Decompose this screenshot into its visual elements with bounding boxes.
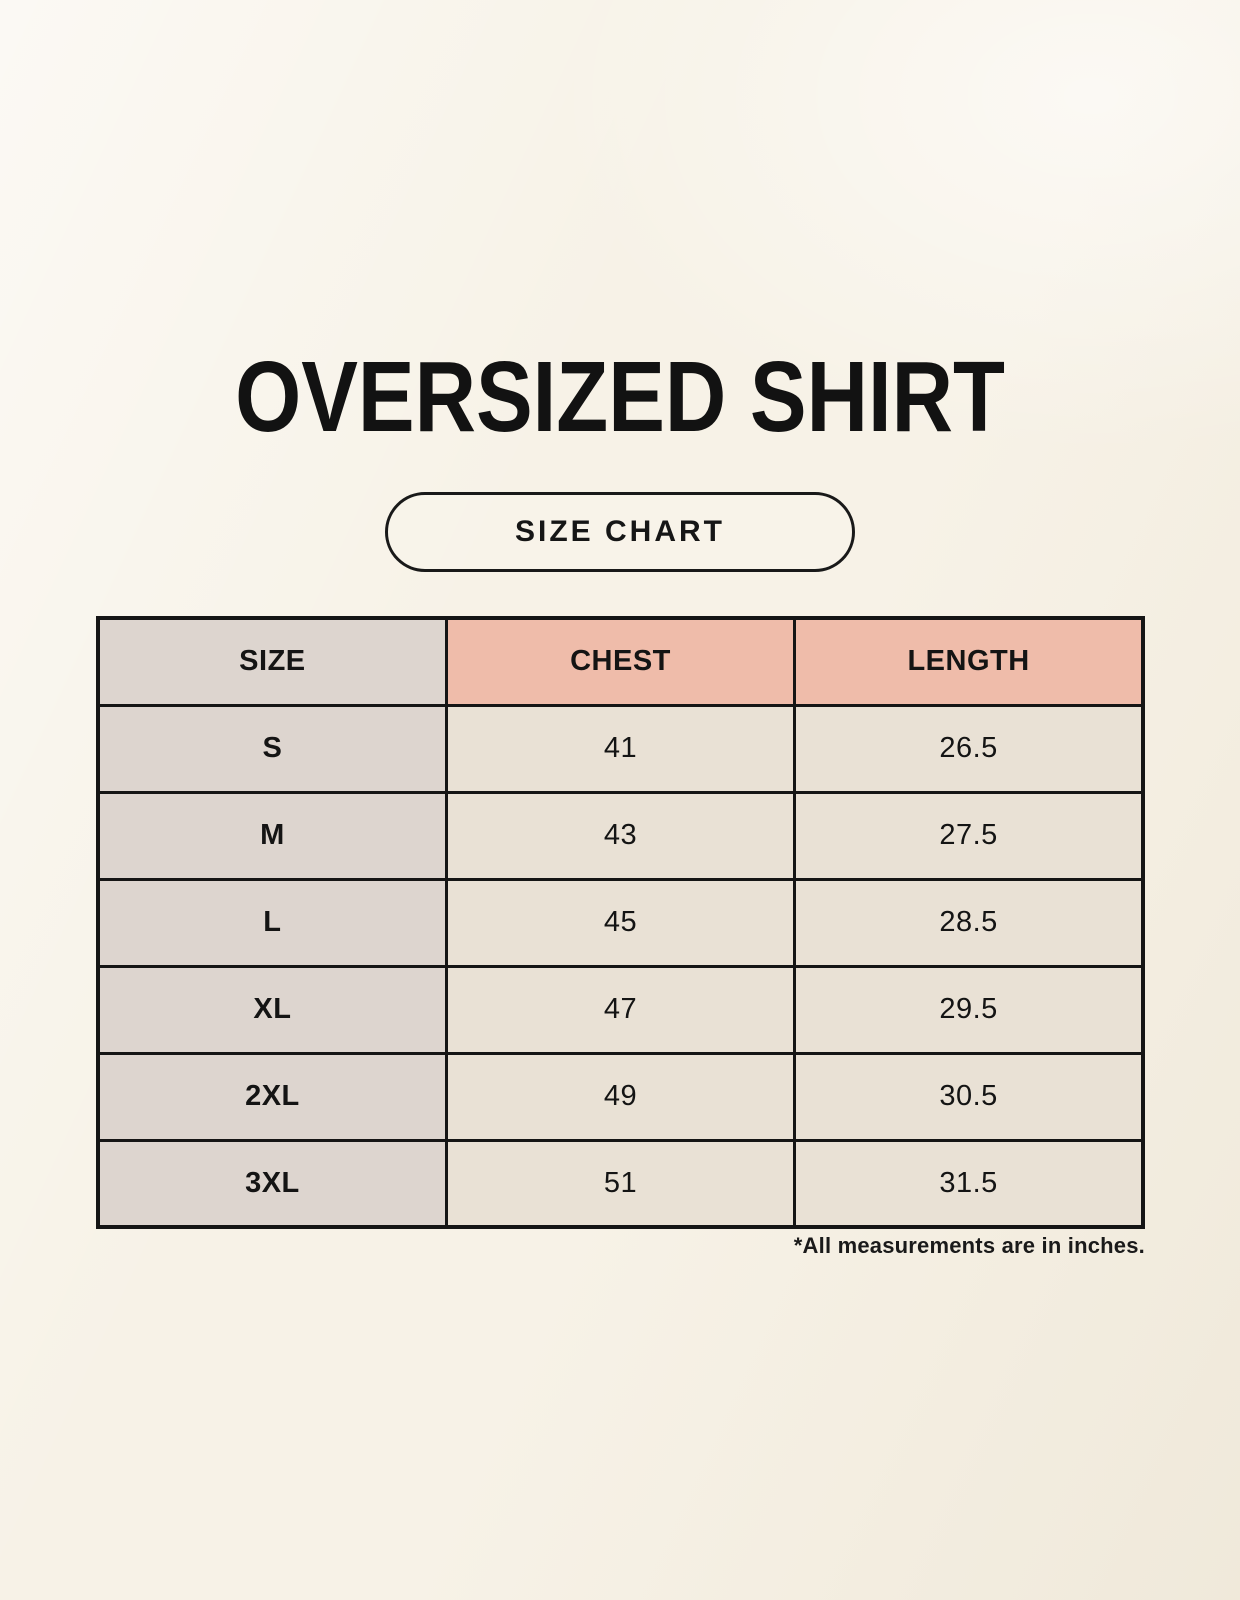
table-row: 2XL 49 30.5: [96, 1051, 1145, 1142]
length-value: 27.5: [793, 790, 1145, 881]
chest-value: 47: [444, 964, 797, 1055]
measurements-footnote: *All measurements are in inches.: [793, 1233, 1145, 1258]
size-label: XL: [96, 964, 448, 1055]
chest-value: 41: [444, 703, 797, 794]
length-value: 28.5: [793, 877, 1145, 968]
size-label: S: [96, 703, 448, 794]
chest-value: 49: [444, 1051, 797, 1142]
length-value: 26.5: [793, 703, 1145, 794]
size-chart-badge: SIZE CHART: [385, 492, 855, 572]
column-header-chest: CHEST: [444, 616, 797, 707]
length-value: 30.5: [793, 1051, 1145, 1142]
length-value: 29.5: [793, 964, 1145, 1055]
size-label: 3XL: [96, 1138, 448, 1229]
chest-value: 43: [444, 790, 797, 881]
table-header-row: SIZE CHEST LENGTH: [96, 616, 1145, 707]
size-label: 2XL: [96, 1051, 448, 1142]
table-row: S 41 26.5: [96, 703, 1145, 794]
size-label: M: [96, 790, 448, 881]
chest-value: 51: [444, 1138, 797, 1229]
column-header-length: LENGTH: [793, 616, 1145, 707]
column-header-size: SIZE: [96, 616, 448, 707]
length-value: 31.5: [793, 1138, 1145, 1229]
table-row: M 43 27.5: [96, 790, 1145, 881]
chest-value: 45: [444, 877, 797, 968]
size-label: L: [96, 877, 448, 968]
size-chart-table: SIZE CHEST LENGTH S 41 26.5 M 43 27.5 L …: [96, 616, 1145, 1229]
table-row: 3XL 51 31.5: [96, 1138, 1145, 1229]
table-row: XL 47 29.5: [96, 964, 1145, 1055]
table-row: L 45 28.5: [96, 877, 1145, 968]
page-title: OVERSIZED SHIRT: [235, 341, 1005, 453]
size-chart-badge-label: SIZE CHART: [515, 515, 725, 548]
